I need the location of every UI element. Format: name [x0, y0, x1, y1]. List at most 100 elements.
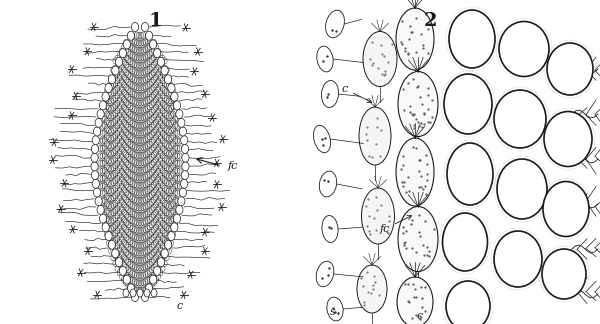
Ellipse shape — [494, 90, 546, 148]
Ellipse shape — [171, 92, 178, 101]
Ellipse shape — [92, 136, 100, 145]
Ellipse shape — [100, 214, 107, 223]
Ellipse shape — [127, 284, 134, 293]
Ellipse shape — [547, 43, 593, 95]
Ellipse shape — [178, 118, 185, 127]
Ellipse shape — [181, 179, 188, 188]
Ellipse shape — [171, 223, 178, 232]
Text: fc: fc — [380, 216, 412, 234]
Ellipse shape — [313, 125, 331, 153]
Ellipse shape — [94, 188, 101, 197]
Ellipse shape — [91, 170, 98, 179]
Ellipse shape — [119, 49, 127, 58]
Ellipse shape — [494, 231, 542, 287]
Ellipse shape — [316, 261, 334, 287]
Ellipse shape — [130, 289, 136, 297]
Ellipse shape — [105, 232, 112, 240]
Ellipse shape — [145, 31, 152, 40]
Ellipse shape — [363, 31, 397, 87]
Ellipse shape — [123, 40, 130, 49]
Ellipse shape — [137, 289, 143, 297]
Ellipse shape — [497, 159, 547, 219]
Ellipse shape — [179, 188, 187, 197]
Ellipse shape — [108, 75, 115, 84]
Ellipse shape — [398, 72, 438, 136]
Ellipse shape — [112, 66, 119, 75]
Ellipse shape — [142, 22, 149, 31]
Ellipse shape — [397, 277, 433, 324]
Ellipse shape — [95, 118, 102, 127]
Ellipse shape — [398, 206, 438, 272]
Ellipse shape — [181, 136, 188, 145]
Text: fc: fc — [228, 161, 238, 171]
Ellipse shape — [119, 266, 127, 275]
Ellipse shape — [176, 205, 183, 214]
Ellipse shape — [319, 171, 337, 197]
Ellipse shape — [115, 57, 122, 66]
Text: c: c — [342, 84, 371, 102]
Ellipse shape — [443, 213, 487, 271]
Ellipse shape — [396, 138, 434, 206]
Ellipse shape — [447, 143, 493, 205]
Ellipse shape — [182, 162, 189, 171]
Ellipse shape — [181, 170, 188, 179]
Ellipse shape — [157, 258, 164, 267]
Ellipse shape — [102, 223, 109, 232]
Ellipse shape — [542, 249, 586, 299]
Ellipse shape — [131, 22, 139, 31]
Ellipse shape — [449, 10, 495, 68]
Ellipse shape — [359, 107, 391, 165]
Ellipse shape — [149, 275, 157, 284]
Ellipse shape — [168, 232, 175, 240]
Ellipse shape — [97, 205, 104, 214]
Ellipse shape — [396, 8, 434, 70]
Ellipse shape — [105, 84, 112, 92]
Ellipse shape — [157, 57, 164, 66]
Ellipse shape — [115, 258, 122, 267]
Ellipse shape — [149, 40, 157, 49]
Ellipse shape — [145, 284, 152, 293]
Ellipse shape — [102, 92, 109, 101]
Ellipse shape — [543, 181, 589, 237]
Text: 2: 2 — [423, 12, 437, 30]
Ellipse shape — [544, 111, 592, 167]
Ellipse shape — [94, 127, 101, 136]
Ellipse shape — [499, 21, 549, 76]
Ellipse shape — [446, 281, 490, 324]
Ellipse shape — [151, 289, 157, 297]
Text: 1: 1 — [148, 12, 162, 30]
Ellipse shape — [168, 84, 175, 92]
Ellipse shape — [176, 110, 183, 119]
Ellipse shape — [91, 153, 98, 162]
Ellipse shape — [173, 214, 181, 223]
Ellipse shape — [142, 293, 149, 302]
Ellipse shape — [131, 293, 139, 302]
Ellipse shape — [161, 249, 168, 258]
Ellipse shape — [91, 162, 98, 171]
Ellipse shape — [154, 266, 161, 275]
Ellipse shape — [127, 31, 134, 40]
Ellipse shape — [322, 81, 338, 108]
Ellipse shape — [327, 297, 343, 321]
Ellipse shape — [322, 215, 338, 242]
Ellipse shape — [361, 188, 395, 244]
Ellipse shape — [357, 265, 387, 313]
Ellipse shape — [154, 49, 161, 58]
Ellipse shape — [179, 127, 187, 136]
Text: s: s — [330, 307, 336, 317]
Ellipse shape — [317, 46, 333, 72]
Ellipse shape — [144, 289, 150, 297]
Ellipse shape — [112, 249, 119, 258]
Ellipse shape — [326, 10, 344, 38]
Ellipse shape — [123, 289, 129, 297]
Ellipse shape — [182, 153, 189, 162]
Polygon shape — [100, 27, 181, 297]
Ellipse shape — [164, 75, 172, 84]
Ellipse shape — [161, 66, 168, 75]
Ellipse shape — [100, 101, 107, 110]
Ellipse shape — [97, 110, 104, 119]
Ellipse shape — [173, 101, 181, 110]
Ellipse shape — [123, 275, 130, 284]
Ellipse shape — [95, 197, 102, 206]
Ellipse shape — [444, 74, 492, 134]
